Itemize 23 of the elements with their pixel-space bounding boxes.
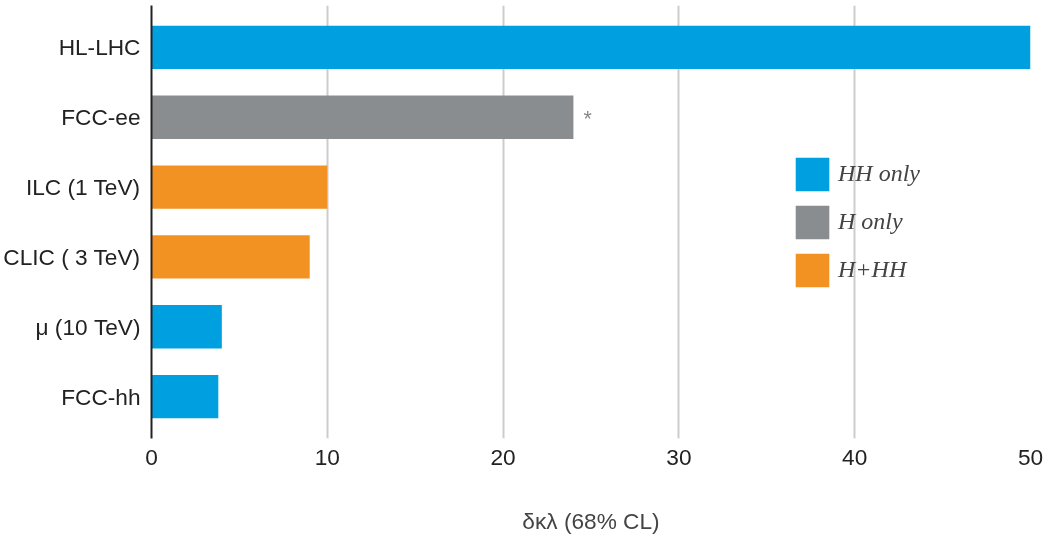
bar: [151, 25, 1031, 70]
y-tick-label: CLIC ( 3 TeV): [3, 243, 141, 270]
y-tick-label: FCC-ee: [61, 104, 141, 131]
y-tick-label: HL-LHC: [58, 34, 141, 61]
x-tick-label: 20: [490, 443, 516, 470]
x-tick-label: 0: [145, 443, 158, 470]
annotation: *: [583, 107, 592, 132]
x-axis-title: δκλ (68% CL): [522, 507, 660, 534]
legend-label: H+HH: [838, 256, 907, 283]
x-tick-label: 50: [1017, 443, 1044, 470]
x-tick-label: 10: [314, 443, 340, 470]
bar: [151, 95, 574, 139]
y-tick-label: FCC-hh: [61, 383, 141, 410]
y-tick-label: μ (10 TeV): [35, 313, 141, 340]
bar: [151, 374, 219, 419]
bar: [151, 165, 328, 209]
legend-label: H only: [838, 208, 903, 235]
bar: [151, 305, 222, 349]
y-tick-label: ILC (1 TeV): [25, 174, 141, 201]
x-tick-label: 30: [666, 443, 692, 470]
legend-label: HH only: [838, 160, 920, 187]
bar: [151, 235, 310, 279]
x-tick-label: 40: [842, 443, 868, 470]
